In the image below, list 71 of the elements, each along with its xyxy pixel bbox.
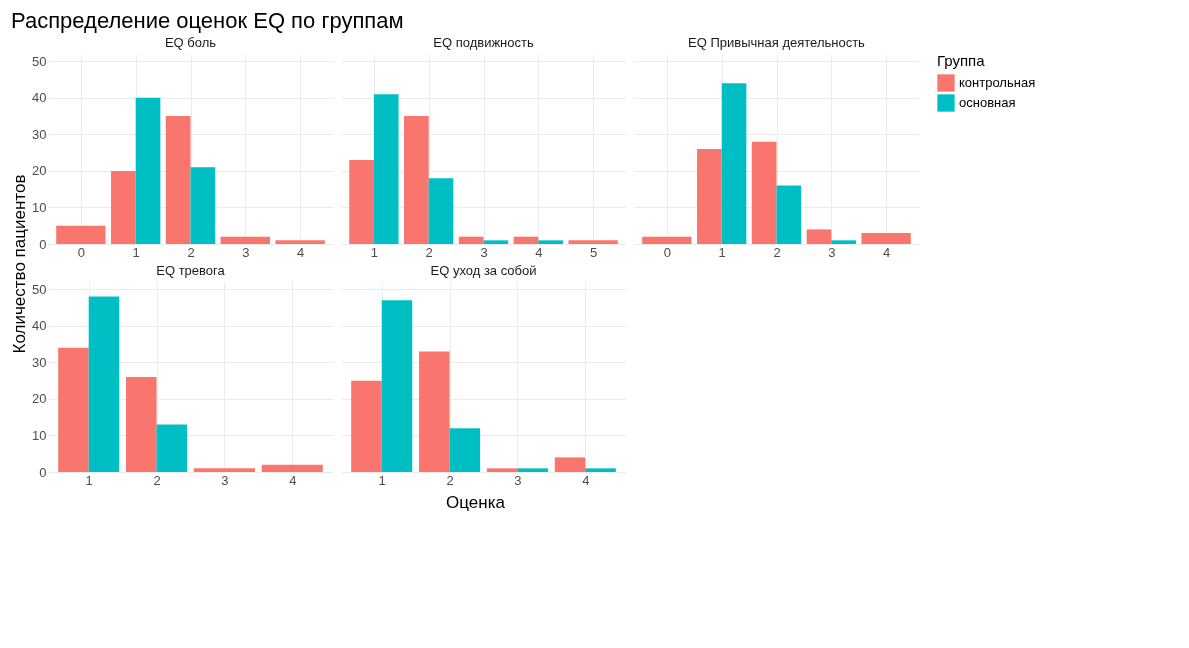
bar xyxy=(776,185,802,244)
x-tick-label: 5 xyxy=(590,244,598,260)
y-tick-label: 10 xyxy=(32,199,47,215)
bar xyxy=(275,240,325,244)
bar xyxy=(56,225,106,244)
x-tick-label: 4 xyxy=(582,472,590,488)
x-axis-title: Оценка xyxy=(446,493,506,512)
bar xyxy=(404,116,429,244)
bar xyxy=(458,236,484,244)
legend-label: контрольная xyxy=(959,75,1036,90)
x-tick-label: 3 xyxy=(480,244,488,260)
y-axis-title: Количество пациентов xyxy=(10,174,29,354)
chart-subtitle: EQ Привычная деятельность xyxy=(688,35,866,50)
bar xyxy=(831,240,856,244)
legend-title: Группа xyxy=(937,52,986,69)
x-tick-label: 4 xyxy=(535,244,543,260)
bar xyxy=(351,380,382,472)
bar xyxy=(538,240,563,244)
bar xyxy=(483,240,509,244)
chart-subtitle: EQ подвижность xyxy=(433,35,534,50)
y-tick-label: 50 xyxy=(32,281,47,297)
bar xyxy=(220,236,270,244)
x-tick-label: 4 xyxy=(883,244,891,260)
x-tick-label: 1 xyxy=(370,244,378,260)
bar xyxy=(697,149,722,244)
bar xyxy=(349,159,374,244)
bar xyxy=(751,141,777,244)
bar xyxy=(517,468,548,472)
x-tick-label: 1 xyxy=(85,472,93,488)
chart-subtitle: EQ боль xyxy=(164,35,217,50)
bar xyxy=(428,178,454,244)
x-tick-label: 1 xyxy=(718,244,726,260)
bar xyxy=(721,83,747,244)
y-tick-label: 30 xyxy=(32,126,47,142)
x-tick-label: 0 xyxy=(663,244,671,260)
x-tick-label: 2 xyxy=(446,472,454,488)
chart-subtitle: EQ тревога xyxy=(156,263,226,278)
y-tick-label: 20 xyxy=(32,391,47,407)
y-tick-label: 40 xyxy=(32,90,47,106)
y-tick-label: 30 xyxy=(32,354,47,370)
x-tick-label: 3 xyxy=(221,472,229,488)
y-tick-label: 10 xyxy=(32,427,47,443)
x-tick-label: 0 xyxy=(77,244,85,260)
x-tick-label: 3 xyxy=(828,244,836,260)
x-tick-label: 4 xyxy=(289,472,297,488)
bar xyxy=(513,236,539,244)
bar xyxy=(585,468,616,472)
legend-label: основная xyxy=(959,95,1016,110)
y-tick-label: 50 xyxy=(32,53,47,69)
x-tick-label: 1 xyxy=(378,472,386,488)
bar xyxy=(554,457,586,472)
x-tick-label: 3 xyxy=(242,244,250,260)
x-tick-label: 2 xyxy=(425,244,433,260)
bar xyxy=(373,94,399,244)
y-tick-label: 40 xyxy=(32,318,47,334)
bar xyxy=(486,468,518,472)
chart-title: Распределение оценок EQ по группам xyxy=(11,8,404,33)
bar xyxy=(419,351,450,472)
y-tick-label: 20 xyxy=(32,163,47,179)
x-tick-label: 2 xyxy=(187,244,195,260)
x-tick-label: 4 xyxy=(297,244,305,260)
x-tick-label: 2 xyxy=(773,244,781,260)
bar xyxy=(381,300,413,472)
bar xyxy=(449,428,481,472)
x-tick-label: 3 xyxy=(514,472,522,488)
chart-subtitle: EQ уход за собой xyxy=(430,263,537,278)
bar xyxy=(190,167,216,244)
x-tick-label: 1 xyxy=(132,244,140,260)
bar xyxy=(135,97,161,244)
bar xyxy=(806,229,832,244)
x-tick-label: 2 xyxy=(153,472,161,488)
